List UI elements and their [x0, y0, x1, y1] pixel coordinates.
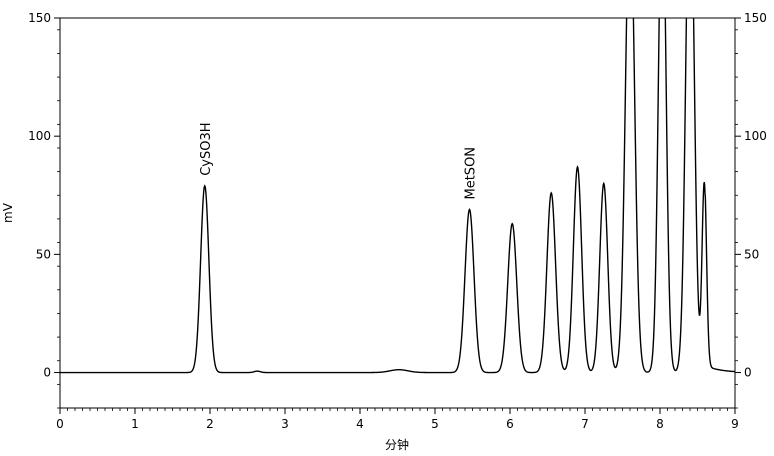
y2-tick-label: 0 — [744, 366, 752, 380]
x-tick-label: 2 — [206, 417, 214, 431]
x-tick-label: 1 — [131, 417, 139, 431]
x-tick-label: 7 — [581, 417, 589, 431]
y-tick-label: 100 — [28, 129, 51, 143]
x-tick-label: 8 — [656, 417, 664, 431]
y2-tick-label: 100 — [744, 129, 767, 143]
y-axis-title: mV — [1, 202, 15, 223]
y-tick-label: 50 — [36, 247, 51, 261]
peak-label: MetSON — [464, 147, 479, 200]
y-axis-ticks-left: 0 50 100 150 — [28, 11, 60, 409]
y-tick-label: 0 — [43, 366, 51, 380]
y-tick-label: 150 — [28, 11, 51, 25]
x-tick-label: 9 — [731, 417, 739, 431]
y2-tick-label: 50 — [744, 247, 759, 261]
x-axis-title: 分钟 — [385, 437, 409, 452]
x-tick-label: 6 — [506, 417, 514, 431]
x-tick-label: 3 — [281, 417, 289, 431]
peak-label: CySO3H — [199, 122, 214, 175]
peak-annotations: CySO3H MetSON — [199, 122, 479, 199]
x-tick-label: 0 — [56, 417, 64, 431]
x-tick-label: 4 — [356, 417, 364, 431]
chromatogram-trace — [60, 18, 735, 374]
x-axis-ticks: 0 1 2 3 4 5 6 7 8 9 — [56, 408, 739, 431]
y-axis-ticks-right: 0 50 100 150 — [735, 11, 767, 409]
x-tick-label: 5 — [431, 417, 439, 431]
y2-tick-label: 150 — [744, 11, 767, 25]
